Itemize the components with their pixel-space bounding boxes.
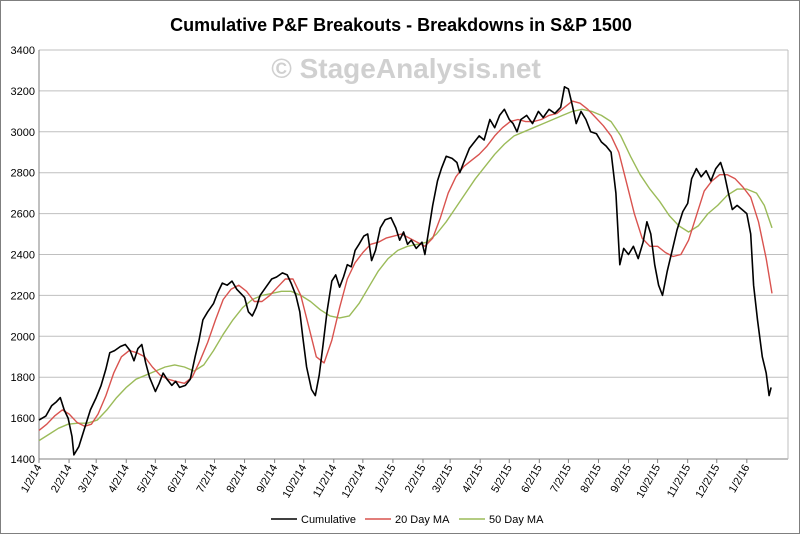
x-tick-label: 9/2/15 [608,463,634,495]
x-tick-label: 4/2/15 [460,462,486,494]
y-tick-label: 2600 [11,209,35,221]
y-tick-label: 1800 [11,372,35,384]
x-tick-label: 1/2/15 [373,463,399,495]
x-tick-label: 12/2/14 [340,463,369,501]
x-tick-label: 3/2/14 [76,463,102,495]
y-tick-label: 2400 [11,250,35,262]
x-tick-label: 10/2/15 [634,463,663,501]
x-tick-label: 6/2/15 [519,463,545,495]
x-tick-label: 11/2/15 [665,463,693,500]
y-tick-label: 1600 [11,413,35,425]
x-tick-label: 1/2/16 [727,463,753,495]
y-tick-label: 3400 [11,45,35,57]
legend-label: 20 Day MA [395,514,450,526]
y-tick-label: 3200 [11,86,35,98]
x-tick-label: 2/2/15 [403,463,429,495]
watermark-text: © StageAnalysis.net [271,53,541,84]
x-tick-label: 9/2/14 [255,463,281,495]
x-tick-label: 6/2/14 [165,463,191,495]
x-tick-label: 11/2/14 [311,463,339,500]
chart-title: Cumulative P&F Breakouts - Breakdowns in… [170,15,632,35]
x-tick-label: 7/2/15 [548,463,574,495]
y-tick-label: 2000 [11,331,35,343]
y-tick-label: 1400 [11,454,35,466]
x-tick-label: 10/2/14 [281,463,310,501]
series-line-20-day-ma [38,100,773,431]
series-line-50-day-ma [38,108,773,442]
y-tick-label: 2800 [11,168,35,180]
y-tick-label: 2200 [11,290,35,302]
x-tick-label: 8/2/15 [578,463,604,495]
x-tick-label: 5/2/14 [135,463,161,495]
series-line-cumulative [38,86,772,456]
x-tick-label: 12/2/15 [694,463,723,501]
x-tick-label: 7/2/14 [194,463,220,495]
x-tick-label: 3/2/15 [430,463,456,495]
legend-label: 50 Day MA [489,514,544,526]
x-tick-label: 4/2/14 [106,463,132,495]
x-tick-label: 2/2/14 [49,463,75,495]
y-tick-label: 3000 [11,127,35,139]
x-tick-label: 8/2/14 [224,463,250,495]
x-tick-label: 5/2/15 [489,462,515,494]
legend-label: Cumulative [301,514,356,526]
x-tick-label: 1/2/14 [19,463,45,495]
